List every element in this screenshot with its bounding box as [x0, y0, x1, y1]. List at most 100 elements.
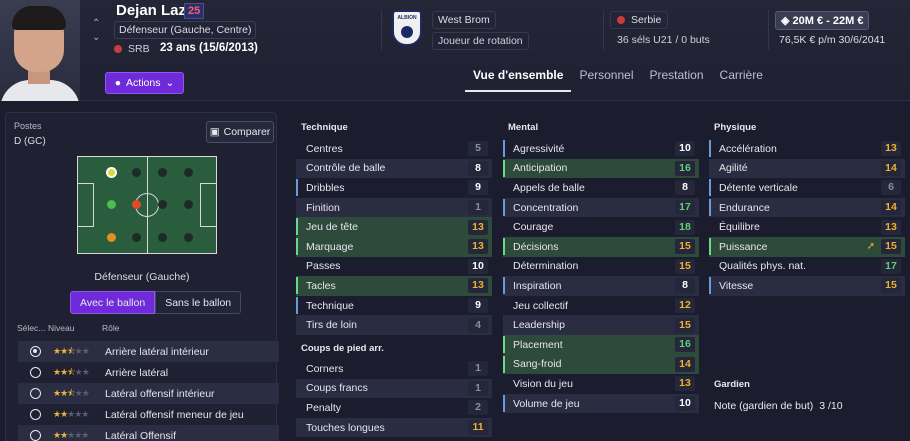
role-radio[interactable] [30, 388, 41, 399]
attribute-row[interactable]: Placement 16 [503, 334, 699, 355]
attribute-value: 15 [675, 239, 695, 255]
mental-column: Mental Agressivité 10 Anticipation 16 Appe… [503, 122, 699, 414]
column-header-level[interactable]: Niveau [48, 323, 75, 333]
chevron-up-icon[interactable]: ⌃ [92, 18, 101, 29]
attribute-row[interactable]: Technique 9 [296, 296, 492, 316]
role-name: Latéral offensif intérieur [105, 387, 215, 400]
tag-icon: ◈ [781, 15, 793, 27]
attribute-row[interactable]: Tirs de loin 4 [296, 315, 492, 335]
nation-name[interactable]: Serbie [610, 11, 669, 29]
attribute-row[interactable]: Touches longues 11 [296, 417, 492, 438]
chevron-down-icon[interactable]: ⌄ [92, 32, 101, 43]
tab-career[interactable]: Carrière [719, 68, 763, 82]
attribute-row[interactable]: Jeu collectif 12 [503, 296, 699, 316]
position-dot[interactable] [184, 233, 193, 242]
without-ball-toggle[interactable]: Sans le ballon [155, 291, 242, 314]
role-row[interactable]: ★★★★★ Latéral Offensif [18, 425, 279, 441]
person-icon: ● [114, 77, 122, 89]
attribute-row[interactable]: Contrôle de balle 8 [296, 158, 492, 179]
attribute-row[interactable]: Qualités phys. nat. 17 [709, 257, 905, 277]
position-dot[interactable] [184, 200, 193, 209]
role-radio[interactable] [30, 367, 41, 378]
attribute-row[interactable]: Centres 5 [296, 139, 492, 159]
attribute-row[interactable]: Penalty 2 [296, 398, 492, 418]
attribute-row[interactable]: Courage 18 [503, 217, 699, 237]
attribute-value: 14 [881, 160, 901, 176]
attribute-row[interactable]: Corners 1 [296, 359, 492, 379]
attribute-value: 11 [468, 420, 488, 436]
attribute-row[interactable]: Tacles 13 [296, 276, 492, 296]
attribute-name: Passes [306, 260, 341, 273]
attribute-row[interactable]: Détente verticale 6 [709, 178, 905, 198]
tab-overview[interactable]: Vue d'ensemble [465, 62, 572, 92]
attribute-row[interactable]: Leadership 15 [503, 315, 699, 335]
attribute-row[interactable]: Finition 1 [296, 197, 492, 218]
position-dot[interactable] [132, 200, 141, 209]
attribute-row[interactable]: Anticipation 16 [503, 158, 699, 179]
attribute-value: 6 [881, 180, 901, 196]
attribute-name: Jeu de tête [306, 221, 358, 234]
player-position: Défenseur (Gauche, Centre) [114, 21, 257, 39]
attribute-value: 16 [675, 337, 695, 353]
role-radio[interactable] [30, 346, 41, 357]
club-crest-icon[interactable]: ALBION [392, 10, 422, 46]
column-header-select[interactable]: Sélec... [17, 323, 46, 333]
position-dot[interactable] [107, 233, 116, 242]
position-dot[interactable] [158, 233, 167, 242]
attribute-row[interactable]: Concentration 17 [503, 197, 699, 218]
attribute-row[interactable]: Dribbles 9 [296, 178, 492, 198]
attribute-row[interactable]: Passes 10 [296, 257, 492, 277]
technique-title: Technique [301, 122, 348, 133]
transfer-value: ◈ 20M € - 22M € [775, 11, 870, 30]
physique-list: Accélération 13 Agilité 14 Détente vertica… [709, 139, 905, 296]
player-nationality: SRB [114, 43, 150, 55]
attribute-row[interactable]: Inspiration 8 [503, 276, 699, 296]
attribute-row[interactable]: Coups francs 1 [296, 378, 492, 399]
actions-button[interactable]: ● Actions ⌄ [105, 72, 184, 94]
ball-toggle: Avec le ballon Sans le ballon [70, 291, 242, 314]
technique-column: Technique Centres 5 Contrôle de balle 8 Dr… [296, 122, 492, 438]
positions-panel: Postes D (GC) ▣ Comparer Défenseur (Gauc… [5, 112, 279, 441]
attribute-row[interactable]: Équilibre 13 [709, 217, 905, 237]
role-name: Latéral offensif meneur de jeu [105, 408, 244, 421]
attribute-row[interactable]: Sang-froid 14 [503, 354, 699, 375]
position-dot[interactable] [132, 168, 141, 177]
attribute-row[interactable]: Volume de jeu 10 [503, 393, 699, 414]
position-dot[interactable] [106, 167, 117, 178]
attribute-row[interactable]: Vision du jeu 13 [503, 374, 699, 394]
attribute-name: Équilibre [719, 221, 760, 234]
role-row[interactable]: ★★⯪★★ Arrière latéral intérieur [18, 341, 279, 362]
attribute-row[interactable]: Marquage 13 [296, 236, 492, 257]
column-header-role[interactable]: Rôle [102, 323, 120, 333]
attribute-row[interactable]: Vitesse 15 [709, 276, 905, 296]
role-row[interactable]: ★★⯪★★ Arrière latéral [18, 362, 279, 383]
attribute-row[interactable]: Puissance ➚ 15 [709, 236, 905, 257]
attribute-row[interactable]: Jeu de tête 13 [296, 217, 492, 237]
club-name[interactable]: West Brom [432, 11, 496, 29]
attribute-row[interactable]: Détermination 15 [503, 257, 699, 277]
position-dot[interactable] [107, 200, 116, 209]
position-dot[interactable] [158, 200, 167, 209]
attribute-name: Tirs de loin [306, 319, 357, 332]
attribute-row[interactable]: Agilité 14 [709, 158, 905, 179]
goalkeeper-rating: Note (gardien de but) 3 /10 [714, 400, 843, 412]
role-row[interactable]: ★★★★★ Latéral offensif meneur de jeu [18, 404, 279, 425]
attribute-row[interactable]: Accélération 13 [709, 139, 905, 159]
position-dot[interactable] [184, 168, 193, 177]
attribute-row[interactable]: Décisions 15 [503, 236, 699, 257]
attribute-name: Appels de balle [513, 181, 585, 194]
role-row[interactable]: ★★⯪★★ Latéral offensif intérieur [18, 383, 279, 404]
compare-button[interactable]: ▣ Comparer [206, 121, 274, 143]
tab-personal[interactable]: Personnel [579, 68, 634, 82]
with-ball-toggle[interactable]: Avec le ballon [70, 291, 156, 314]
attribute-row[interactable]: Appels de balle 8 [503, 178, 699, 198]
tab-performance[interactable]: Prestation [649, 68, 704, 82]
nationality-code: SRB [128, 43, 150, 55]
position-dot[interactable] [132, 233, 141, 242]
position-dot[interactable] [158, 168, 167, 177]
attribute-row[interactable]: Endurance 14 [709, 197, 905, 218]
role-radio[interactable] [30, 409, 41, 420]
role-radio[interactable] [30, 430, 41, 441]
attribute-row[interactable]: Agressivité 10 [503, 139, 699, 159]
actions-label: Actions [126, 77, 161, 89]
